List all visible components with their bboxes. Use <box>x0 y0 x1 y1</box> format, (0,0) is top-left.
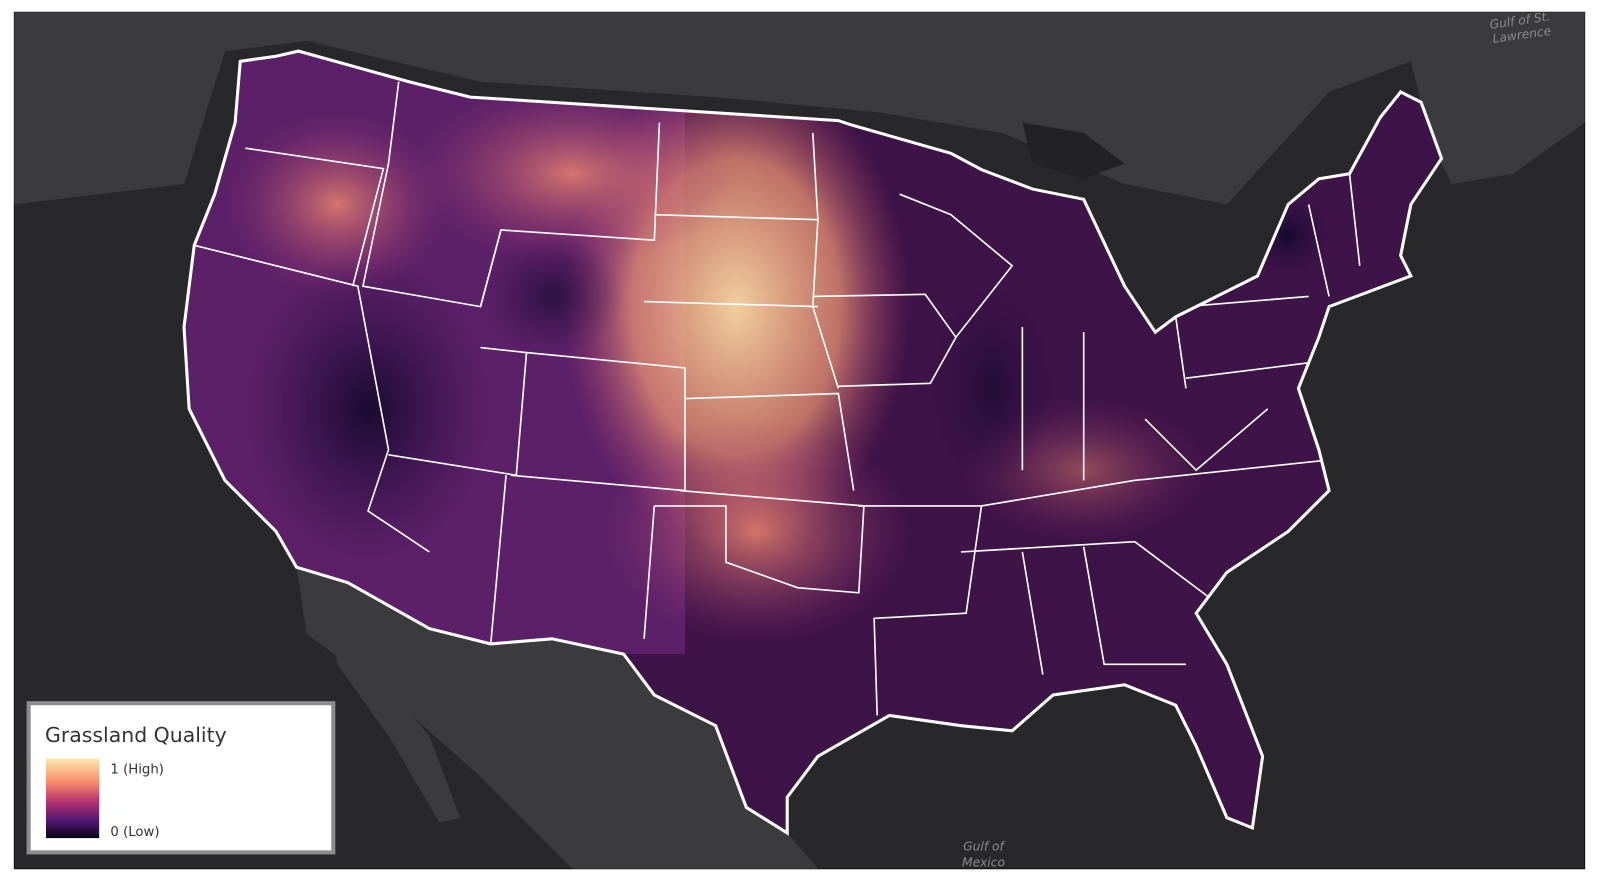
raster-oregon <box>224 112 450 297</box>
legend-ramp <box>46 758 100 839</box>
raster-texas <box>603 419 910 644</box>
baja <box>327 613 461 823</box>
water-label: Mexico <box>962 856 1005 870</box>
state-line <box>960 459 1330 675</box>
water-label: Gulf of <box>963 839 1005 853</box>
lake-superior <box>1022 122 1125 179</box>
state-lines <box>194 81 1361 716</box>
state-line <box>245 147 385 287</box>
legend-title: Grassland Quality <box>45 723 227 747</box>
state-line <box>644 132 855 491</box>
state-line <box>1144 173 1361 472</box>
legend-max-label: 1 (High) <box>110 763 164 778</box>
raster-illinois <box>930 286 1054 491</box>
state-line <box>194 244 430 553</box>
raster-montana <box>408 81 737 266</box>
legend: Grassland Quality 1 (High) 0 (Low) <box>26 701 336 855</box>
raster-nevada <box>245 255 491 563</box>
state-line <box>899 193 1187 481</box>
raster-wyoming <box>480 235 624 358</box>
state-line <box>388 229 686 492</box>
legend-min-label: 0 (Low) <box>110 825 159 840</box>
mexico <box>296 567 818 869</box>
canada <box>14 12 1585 205</box>
